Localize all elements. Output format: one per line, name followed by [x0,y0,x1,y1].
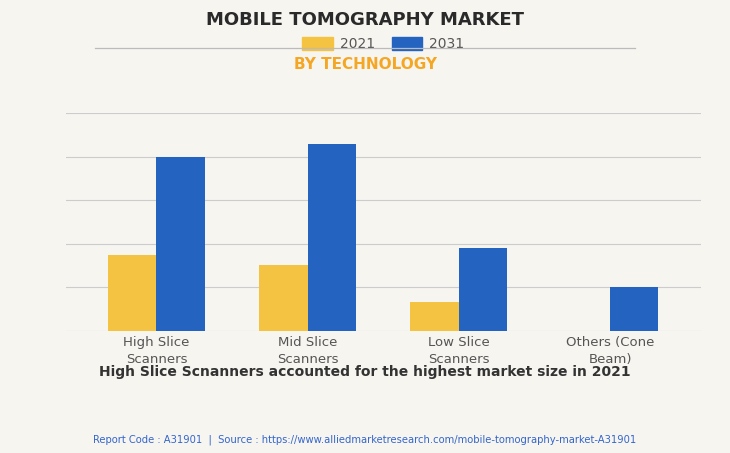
Bar [108,255,156,331]
Bar [410,303,459,331]
Bar [459,248,507,331]
Text: High Slice Scnanners accounted for the highest market size in 2021: High Slice Scnanners accounted for the h… [99,365,631,379]
Text: Report Code : A31901  |  Source : https://www.alliedmarketresearch.com/mobile-to: Report Code : A31901 | Source : https://… [93,435,637,445]
Legend: 2021, 2031: 2021, 2031 [296,31,470,57]
Bar [307,144,356,331]
Bar [259,265,307,331]
Bar [156,157,205,331]
Bar [610,287,658,331]
Text: BY TECHNOLOGY: BY TECHNOLOGY [293,57,437,72]
Text: MOBILE TOMOGRAPHY MARKET: MOBILE TOMOGRAPHY MARKET [206,11,524,29]
